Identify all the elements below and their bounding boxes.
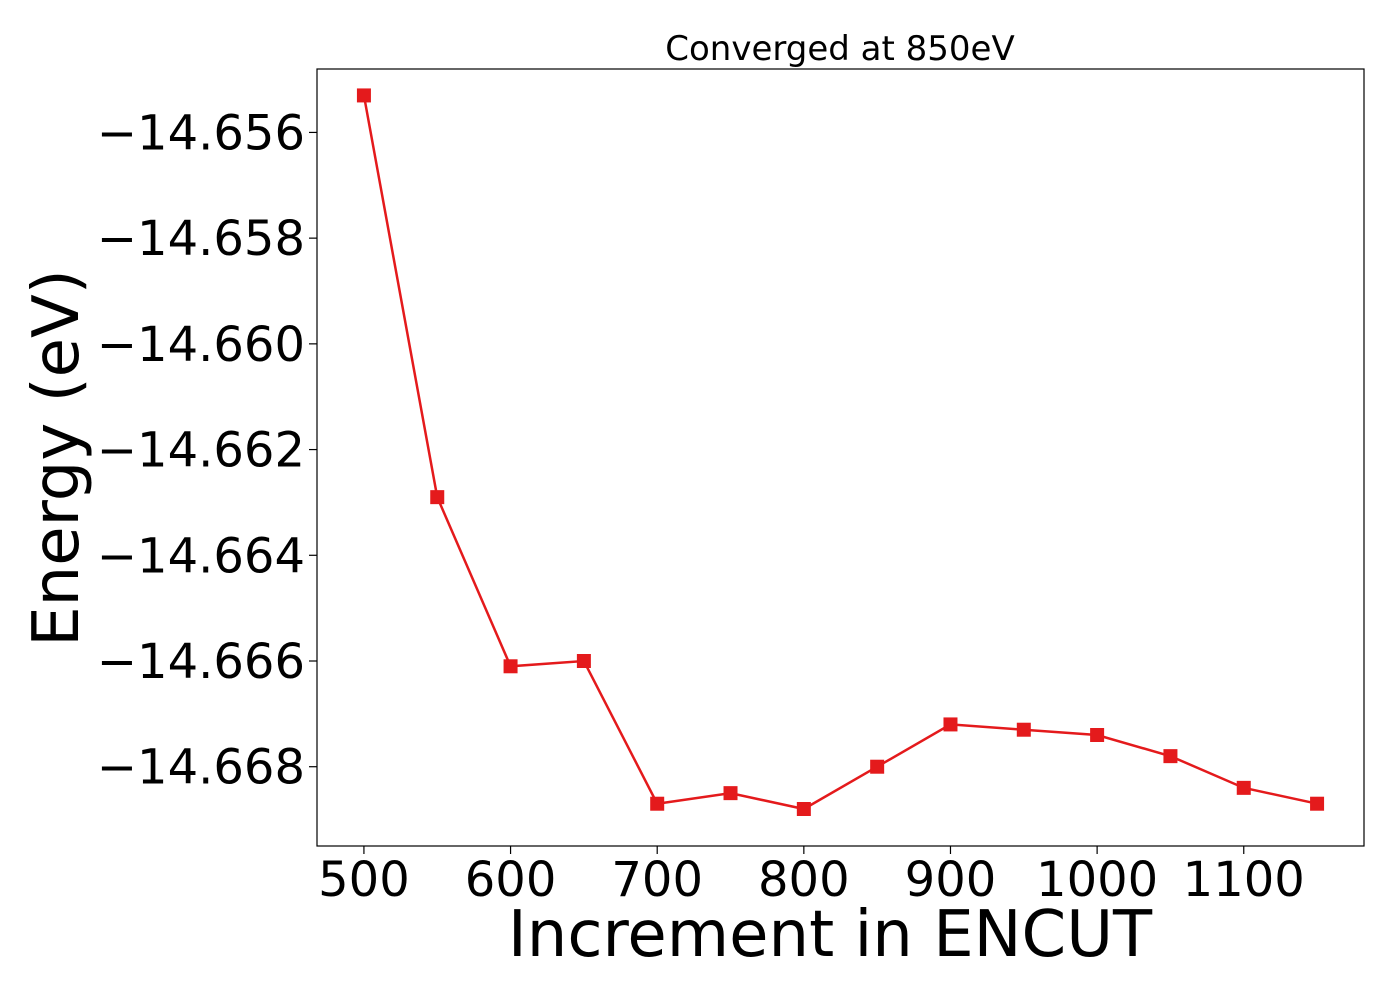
data-point xyxy=(1310,796,1325,811)
x-tick-label: 1000 xyxy=(1036,852,1158,908)
x-tick-label: 700 xyxy=(611,852,703,908)
series-line xyxy=(362,95,1318,811)
x-axis: 500 600 700 800 900 1000 1100 xyxy=(318,846,1305,908)
y-tick-label: −14.668 xyxy=(97,740,305,796)
data-point xyxy=(796,802,811,816)
series-layer xyxy=(356,88,1325,816)
y-tick-label: −14.656 xyxy=(97,105,305,161)
data-point xyxy=(503,659,518,674)
data-point xyxy=(943,717,958,732)
x-tick-label: 600 xyxy=(465,852,557,908)
data-point xyxy=(650,796,665,811)
y-tick-label: −14.658 xyxy=(97,211,305,267)
x-axis-title: Increment in ENCUT xyxy=(508,898,1153,972)
plot-frame xyxy=(316,68,1365,847)
x-tick-label: 1100 xyxy=(1183,852,1305,908)
data-point xyxy=(723,786,738,801)
data-point xyxy=(1090,728,1105,742)
y-tick-label: −14.666 xyxy=(97,634,305,690)
x-tick-label: 500 xyxy=(318,852,410,908)
data-point xyxy=(1163,749,1178,764)
chart-title: Converged at 850eV xyxy=(665,29,1014,69)
x-tick-label: 800 xyxy=(758,852,850,908)
data-point xyxy=(430,490,445,505)
x-tick-label: 900 xyxy=(905,852,997,908)
y-axis-title: Energy (eV) xyxy=(20,269,94,647)
data-point xyxy=(870,759,885,774)
data-point xyxy=(356,88,371,103)
data-point xyxy=(576,654,591,668)
data-point xyxy=(1016,722,1031,737)
y-tick-label: −14.664 xyxy=(97,528,305,584)
y-axis: −14.656 −14.658 −14.660 −14.662 −14.664 −14.6… xyxy=(97,105,317,796)
y-tick-label: −14.662 xyxy=(97,423,305,479)
y-tick-label: −14.660 xyxy=(97,317,305,373)
data-point xyxy=(1236,780,1251,795)
